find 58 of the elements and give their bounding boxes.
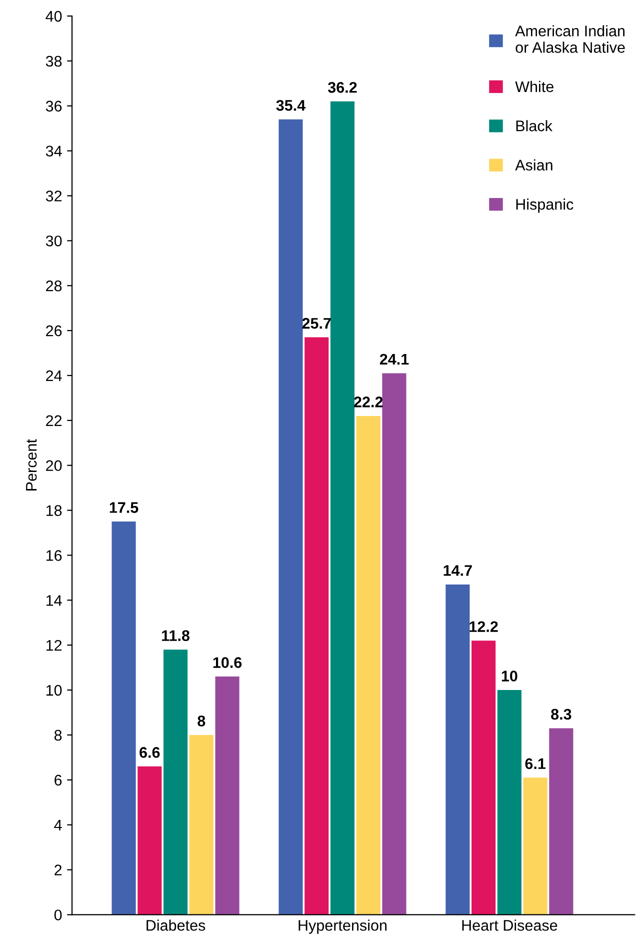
legend-label: Asian	[515, 159, 552, 171]
x-tick-label: Diabetes	[146, 920, 206, 931]
y-tick-label: 36	[46, 100, 62, 112]
bar	[278, 119, 303, 915]
x-tick-label: Heart Disease	[462, 920, 558, 931]
bar	[382, 373, 406, 915]
y-tick-label: 26	[46, 325, 62, 336]
bar	[497, 690, 522, 915]
y-tick-label: 14	[46, 595, 62, 606]
data-label: 6.6	[140, 747, 160, 758]
y-tick-label: 4	[54, 820, 62, 830]
bar	[356, 416, 380, 915]
y-tick-label: 30	[46, 236, 62, 246]
y-tick-label: 8	[54, 730, 62, 741]
legend-label: Hispanic	[516, 198, 574, 213]
data-label: 11.8	[162, 630, 190, 642]
y-tick-label: 12	[46, 640, 62, 651]
y-tick-label: 0	[54, 910, 62, 920]
bar	[138, 766, 162, 915]
data-label: 10.6	[213, 657, 242, 668]
y-tick-label: 22	[46, 415, 62, 426]
y-tick-label: 24	[46, 370, 62, 382]
y-tick-label: 32	[46, 190, 62, 202]
bar	[163, 650, 188, 915]
bar	[446, 584, 470, 915]
bar	[304, 337, 329, 915]
data-label: 10	[502, 670, 518, 682]
bar	[189, 734, 214, 915]
y-tick-label: 38	[46, 56, 62, 67]
legend-label: American Indian or Alaska Native	[515, 25, 625, 53]
x-tick-label: Hypertension	[298, 920, 386, 934]
data-label: 35.4	[276, 100, 306, 111]
y-tick-label: 16	[46, 550, 62, 561]
y-tick-label: 34	[46, 146, 62, 157]
y-tick-label: 20	[46, 460, 62, 472]
bar	[215, 676, 240, 915]
data-label: 8.3	[551, 708, 572, 720]
data-label: 14.7	[444, 565, 472, 576]
data-label: 17.5	[110, 502, 138, 513]
data-label: 12.2	[470, 621, 498, 632]
y-tick-label: 28	[46, 280, 62, 292]
bar	[549, 728, 574, 915]
y-tick-label: 40	[46, 10, 62, 22]
y-tick-label: 18	[46, 505, 62, 516]
data-label: 8	[198, 716, 206, 726]
bar	[112, 522, 136, 915]
y-tick-label: 2	[54, 864, 62, 876]
legend-label: Black	[516, 120, 552, 132]
bar	[330, 101, 355, 915]
y-axis-title: Percent	[26, 439, 37, 490]
data-label: 6.1	[525, 758, 546, 770]
bar	[523, 778, 548, 915]
data-label: 36.2	[328, 82, 357, 93]
legend-label: White	[515, 80, 554, 92]
data-label: 24.1	[380, 354, 409, 365]
y-tick-label: 6	[54, 774, 62, 786]
y-tick-label: 10	[46, 684, 62, 696]
bar	[472, 640, 496, 915]
